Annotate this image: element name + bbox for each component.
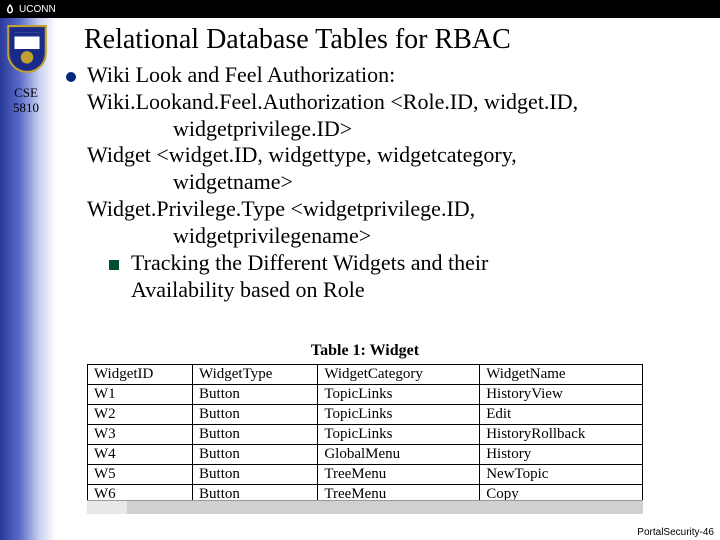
body-line: Widget <widget.ID, widgettype, widgetcat…	[87, 142, 710, 169]
course-code: CSE	[6, 86, 46, 101]
clipped-content-bar	[87, 500, 643, 514]
sub-bullet-icon	[109, 260, 119, 270]
oak-leaf-icon	[4, 3, 16, 15]
table-cell: TreeMenu	[318, 465, 480, 485]
sub-line: Tracking the Different Widgets and their	[131, 250, 710, 277]
table-row: W5ButtonTreeMenuNewTopic	[88, 465, 643, 485]
body-line: widgetprivilege.ID>	[87, 116, 710, 143]
table-cell: W4	[88, 445, 193, 465]
table-row: W3ButtonTopicLinksHistoryRollback	[88, 425, 643, 445]
table-cell: HistoryView	[480, 385, 643, 405]
sub-bullet-row: Tracking the Different Widgets and their…	[87, 250, 710, 304]
body-line: Wiki Look and Feel Authorization:	[87, 62, 710, 89]
sub-line: Availability based on Role	[131, 277, 710, 304]
table-cell: Button	[193, 445, 318, 465]
table-cell: W3	[88, 425, 193, 445]
col-header: WidgetCategory	[318, 365, 480, 385]
brand-bar: UCONN	[0, 0, 720, 18]
table-cell: TopicLinks	[318, 385, 480, 405]
uconn-crest-icon	[6, 24, 48, 74]
table-cell: Button	[193, 465, 318, 485]
table-caption: Table 1: Widget	[87, 342, 643, 360]
course-number: 5810	[6, 101, 46, 116]
table-row: W2ButtonTopicLinksEdit	[88, 405, 643, 425]
slide-footer: PortalSecurity-46	[637, 527, 714, 538]
table-row: W4ButtonGlobalMenuHistory	[88, 445, 643, 465]
table-cell: W2	[88, 405, 193, 425]
table-cell: Button	[193, 405, 318, 425]
bullet-icon	[66, 72, 76, 82]
body-line: Widget.Privilege.Type <widgetprivilege.I…	[87, 196, 710, 223]
table-header-row: WidgetID WidgetType WidgetCategory Widge…	[88, 365, 643, 385]
table-cell: TopicLinks	[318, 425, 480, 445]
table-cell: Button	[193, 385, 318, 405]
slide-body: Wiki Look and Feel Authorization: Wiki.L…	[87, 62, 710, 303]
col-header: WidgetID	[88, 365, 193, 385]
table-cell: TopicLinks	[318, 405, 480, 425]
clipped-content-inner	[87, 501, 127, 514]
brand-text: UCONN	[19, 4, 56, 15]
widget-table-region: Table 1: Widget WidgetID WidgetType Widg…	[87, 342, 643, 505]
col-header: WidgetName	[480, 365, 643, 385]
table-cell: W1	[88, 385, 193, 405]
slide-title: Relational Database Tables for RBAC	[84, 24, 511, 56]
table-cell: HistoryRollback	[480, 425, 643, 445]
body-line: widgetprivilegename>	[87, 223, 710, 250]
table-cell: Button	[193, 425, 318, 445]
table-cell: Edit	[480, 405, 643, 425]
course-label: CSE 5810	[6, 86, 46, 116]
body-line: widgetname>	[87, 169, 710, 196]
table-cell: GlobalMenu	[318, 445, 480, 465]
body-line: Wiki.Lookand.Feel.Authorization <Role.ID…	[87, 89, 710, 116]
table-row: W1ButtonTopicLinksHistoryView	[88, 385, 643, 405]
col-header: WidgetType	[193, 365, 318, 385]
widget-table: WidgetID WidgetType WidgetCategory Widge…	[87, 364, 643, 505]
table-cell: History	[480, 445, 643, 465]
table-cell: W5	[88, 465, 193, 485]
table-cell: NewTopic	[480, 465, 643, 485]
